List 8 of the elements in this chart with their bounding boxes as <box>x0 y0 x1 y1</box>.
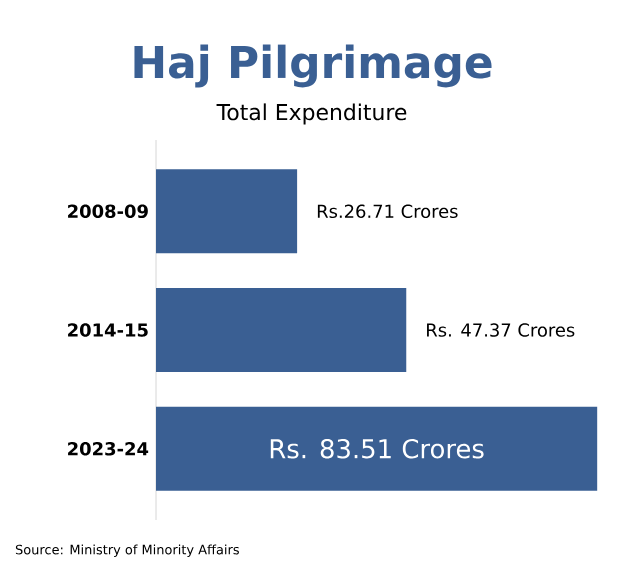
y-tick-label: 2008-09 <box>68 204 148 219</box>
y-tick-label: 2014-15 <box>68 323 148 337</box>
chart-title: Haj Pilgrimage <box>134 44 492 88</box>
data-label: Rs. 47.37 Crores <box>427 323 575 337</box>
data-label: Rs. 83.51 Crores <box>270 438 484 459</box>
y-tick-label: 2023-24 <box>68 441 149 456</box>
chart-subtitle: Total Expenditure <box>216 103 407 125</box>
data-label: Rs.26.71 Crores <box>317 204 458 219</box>
